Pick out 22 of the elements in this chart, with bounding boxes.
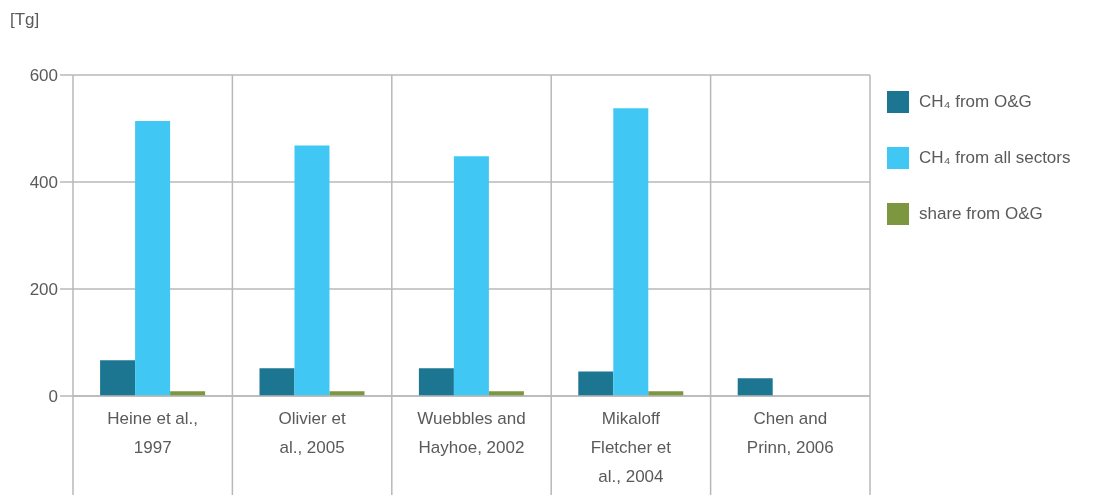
x-tick-label: Mikaloff Fletcher et al., 2004 — [590, 409, 672, 486]
y-tick-label: 0 — [48, 387, 58, 407]
bar — [135, 121, 171, 396]
bar — [453, 156, 489, 396]
x-tick-label: Heine et al., 1997 — [107, 409, 199, 457]
bar — [294, 145, 330, 396]
legend-label: CH₄ from all sectors — [919, 148, 1071, 168]
legend-label: share from O&G — [919, 204, 1043, 224]
bar — [578, 371, 614, 396]
bar — [100, 360, 136, 396]
legend-label: CH₄ from O&G — [919, 92, 1032, 112]
y-tick-label: 400 — [29, 173, 58, 193]
y-axis-title: [Tg] — [10, 10, 40, 30]
bar — [418, 368, 454, 396]
y-tick-label: 200 — [29, 280, 58, 300]
bar — [737, 378, 773, 396]
y-tick-label: 600 — [29, 66, 58, 86]
x-tick-label: Chen and Prinn, 2006 — [746, 409, 834, 457]
bar — [613, 108, 649, 396]
x-tick-label: Wuebbles and Hayhoe, 2002 — [417, 409, 526, 457]
bar — [259, 368, 295, 396]
x-tick-label: Olivier et al., 2005 — [278, 409, 346, 457]
